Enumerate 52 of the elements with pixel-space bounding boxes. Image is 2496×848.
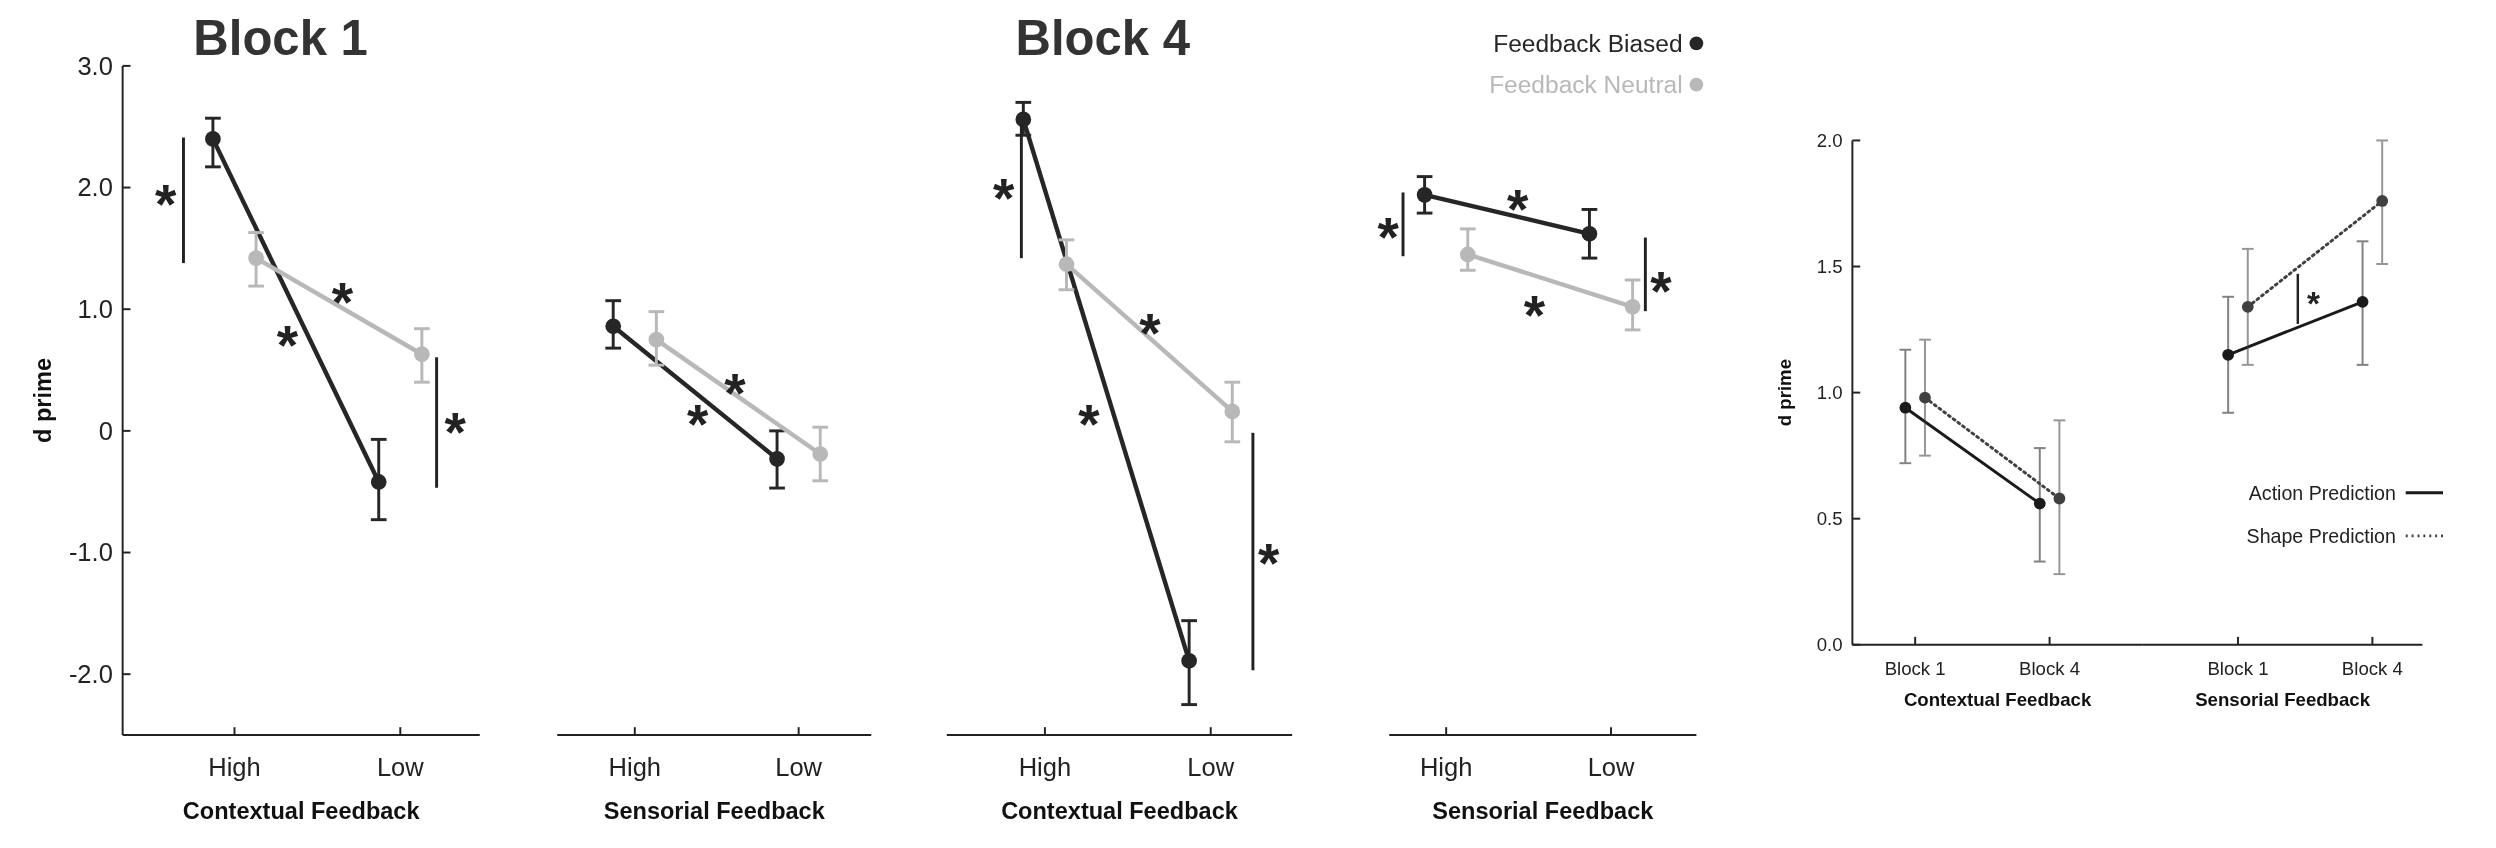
annotation: * [1523,283,1546,346]
annotation: * [444,401,467,464]
x-tick-label: Block 1 [1884,657,1946,679]
x-tick-label: Block 4 [2341,657,2403,679]
y-tick-label: 2.0 [1816,129,1843,151]
y-tick-label: 1.0 [77,295,113,324]
x-axis-title: Sensorial Feedback [1432,798,1655,825]
x-axis-title: Contextual Feedback [1001,798,1239,825]
y-tick-label: 0.5 [1816,508,1843,530]
annotation: * [155,172,178,235]
chart-title: Block 4 [1015,11,1191,66]
x-tick-label: High [1419,752,1473,781]
y-tick-label: -2.0 [68,660,113,689]
x-tick-label: Low [1587,752,1635,781]
legend-label: Feedback Biased [1493,29,1683,57]
y-tick-label: 3.0 [77,51,113,80]
y-axis-title: d prime [30,357,57,443]
annotation: * [686,393,709,456]
x-axis-title: Contextual Feedback [182,798,421,825]
legend-label: Shape Prediction [2246,524,2396,547]
x-axis-title: Sensorial Feedback [603,798,826,825]
annotation: * [1507,177,1530,240]
annotation: * [331,270,354,333]
y-tick-label: 1.0 [1816,382,1843,404]
legend-label: Action Prediction [2248,481,2396,504]
annotation: * [1377,206,1400,269]
x-axis-title: Contextual Feedback [1903,689,2092,711]
annotation: * [2307,284,2321,322]
x-tick-label: Low [775,752,823,781]
annotation: * [1139,302,1162,365]
annotation: * [1078,393,1101,456]
annotation: * [1257,531,1280,594]
y-tick-label: 0 [98,416,113,445]
annotation: * [993,166,1015,229]
x-tick-label: Block 4 [2019,657,2081,679]
x-tick-label: High [208,752,261,781]
annotation: * [724,362,747,425]
y-tick-label: -1.0 [68,538,113,567]
y-tick-label: 0.0 [1816,634,1843,656]
x-axis-title: Sensorial Feedback [2195,689,2371,711]
annotation: * [1650,259,1673,322]
y-tick-label: 2.0 [77,173,113,202]
x-tick-label: High [608,752,662,781]
y-axis-title: d prime [1774,358,1796,427]
annotation: * [276,313,299,376]
y-tick-label: 1.5 [1816,256,1843,278]
x-tick-label: Low [1187,752,1235,781]
x-tick-label: High [1018,752,1072,781]
x-tick-label: Block 1 [2207,657,2269,679]
x-tick-label: Low [376,752,425,781]
legend-label: Feedback Neutral [1489,71,1683,99]
chart-title: Block 1 [193,11,368,66]
